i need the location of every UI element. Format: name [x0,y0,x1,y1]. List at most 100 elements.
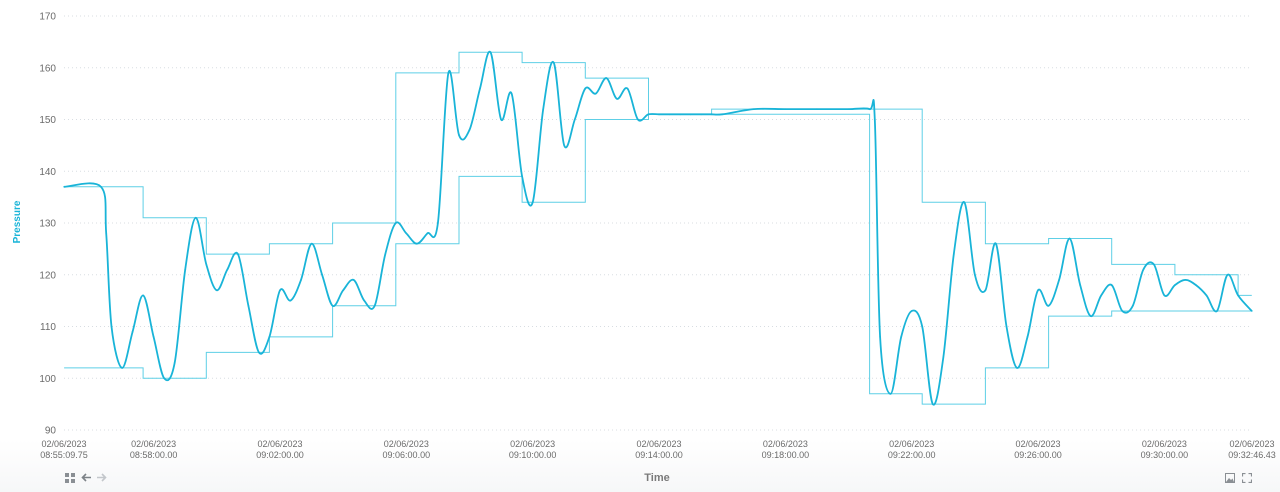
fullscreen-icon[interactable] [1241,472,1253,486]
data-point [889,392,892,395]
y-tick-label: 140 [39,167,56,178]
data-point [584,87,587,90]
data-point [458,134,460,136]
data-point [1142,268,1145,271]
data-point [300,279,302,281]
data-point [173,361,176,364]
x-tick-label: 02/06/2023 [257,439,302,449]
data-point [479,87,481,90]
data-point [1216,310,1218,312]
envelope-max-step [64,51,1252,296]
y-tick-label: 110 [40,322,56,333]
data-point [258,351,260,354]
data-point [879,336,881,338]
data-point [689,113,692,116]
arrow-right-icon[interactable] [96,472,107,486]
data-point [321,273,323,276]
data-point [1047,305,1050,307]
data-point [384,253,387,255]
data-point [595,92,597,95]
image-icon[interactable] [1225,473,1235,486]
x-tick-label: 09:14:00.00 [635,450,683,460]
data-point [679,113,681,116]
data-point [194,217,197,219]
data-point [1089,315,1092,317]
y-tick-label: 90 [45,426,57,437]
data-point [215,289,218,292]
data-point [942,356,945,359]
data-point [352,279,355,281]
x-tick-label: 09:10:00.00 [509,450,557,460]
data-point [816,108,818,110]
data-point [363,299,366,302]
series-layer [63,50,1253,406]
data-point [237,253,239,255]
data-point [784,108,787,110]
data-point [1174,284,1176,286]
x-tick-label: 09:26:00.00 [1014,450,1062,460]
data-point [63,185,65,188]
series-line [64,50,1253,406]
data-point [110,325,113,328]
data-point [1110,284,1113,286]
data-point [647,113,650,116]
data-point [121,367,123,369]
envelope-min-step [64,113,1252,405]
data-point [394,222,397,224]
data-point [658,113,660,116]
data-point [1195,284,1197,286]
grid-lines [64,15,1252,431]
data-point [184,268,187,271]
data-point [163,377,165,380]
data-point [1184,279,1187,281]
data-point [573,118,576,121]
data-point [1100,294,1103,297]
data-point [1163,294,1166,297]
data-point [868,108,871,110]
data-point [552,61,555,64]
x-tick-label: 09:18:00.00 [762,450,810,460]
data-point [668,113,671,116]
data-point [542,108,544,110]
data-point [963,201,966,204]
data-point [637,118,639,121]
data-point [1016,367,1018,369]
data-point [426,232,429,235]
data-point [205,263,208,266]
data-point [373,305,376,307]
x-tick-label: 02/06/2023 [636,439,681,449]
y-tick-label: 160 [39,63,56,74]
data-point [974,273,976,276]
data-point [910,310,913,312]
data-point [1079,284,1081,286]
data-point [616,98,618,100]
data-point [152,336,155,338]
y-tick-label: 100 [39,374,56,385]
data-point [131,330,134,333]
x-tick-label: 02/06/2023 [131,439,176,449]
y-tick-label: 130 [39,219,56,230]
arrow-left-icon[interactable] [81,472,92,486]
x-tick-label: 02/06/2023 [1142,439,1187,449]
x-tick-label: 09:32:46.43 [1228,450,1276,460]
data-point [721,113,723,116]
data-point [342,289,344,292]
data-point [984,289,987,292]
data-point [310,242,313,245]
data-point [847,108,850,110]
y-axis-title: Pressure [12,200,23,243]
data-point [953,253,955,255]
grid-icon[interactable] [65,473,75,486]
data-point [921,325,924,328]
x-tick-label: 09:06:00.00 [383,450,431,460]
data-point [289,299,292,302]
data-point [416,242,418,245]
